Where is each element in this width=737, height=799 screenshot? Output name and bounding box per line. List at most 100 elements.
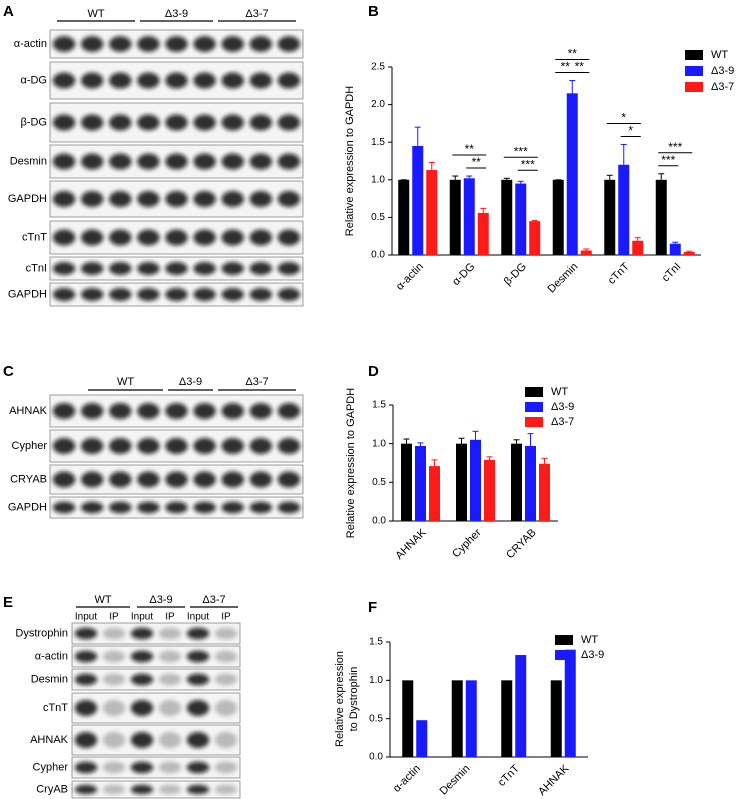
blot-band [74, 627, 98, 640]
blot-band [74, 784, 98, 795]
blot-band [277, 438, 301, 454]
bar [463, 178, 475, 255]
blot-band [109, 153, 132, 170]
blot-band [137, 471, 160, 488]
blot-band [277, 403, 301, 419]
legend-label: Δ3-9 [711, 65, 734, 77]
x-tick-label: AHNAK [393, 526, 429, 562]
bar [564, 649, 576, 757]
bar [415, 445, 426, 521]
bar [511, 443, 522, 521]
blot-band [186, 700, 210, 716]
blot-band [165, 72, 188, 89]
blot-band [249, 403, 273, 419]
blot-band [102, 700, 126, 716]
row-label: CRYAB [10, 473, 47, 485]
group-label: Δ3-7 [245, 8, 268, 20]
significance-label: ** [575, 60, 585, 74]
y-tick-label: 2.5 [371, 62, 385, 73]
blot-band [193, 153, 216, 170]
blot-band [193, 438, 216, 454]
group-label: WT [94, 594, 111, 606]
x-tick-label: cTnI [660, 261, 684, 285]
legend-label: Δ3-7 [711, 81, 734, 93]
bar [412, 145, 424, 255]
blot-band [186, 732, 210, 748]
row-label: Cypher [12, 440, 48, 452]
significance-label: *** [514, 144, 528, 158]
lane-label: Input [75, 612, 97, 623]
significance-label: ** [472, 155, 482, 169]
y-tick-label: 1.0 [372, 438, 386, 449]
blot-band [109, 114, 132, 131]
x-tick-label: α-actin [391, 763, 423, 795]
legend-label: WT [551, 386, 568, 398]
legend-swatch [525, 387, 543, 397]
bar [449, 179, 461, 255]
panel-letter: B [368, 3, 379, 20]
y-tick-label: 1.5 [369, 637, 383, 648]
y-tick-label: 0.0 [371, 250, 385, 261]
group-label: WT [117, 376, 134, 388]
blot-band [102, 732, 126, 748]
blot-band [186, 627, 210, 640]
row-label: α-actin [14, 38, 47, 50]
bar [550, 680, 562, 757]
bar [477, 212, 489, 255]
legend-label: Δ3-7 [551, 416, 574, 428]
y-axis-label: Relative expression to GAPDH [345, 388, 357, 538]
significance-label: ** [465, 142, 475, 156]
legend-swatch [685, 82, 703, 92]
blot-band [221, 191, 244, 207]
significance-label: * [628, 124, 633, 138]
bar [456, 443, 467, 521]
bar [655, 179, 667, 255]
blot-band [80, 191, 104, 207]
blot-band [193, 471, 216, 488]
blot-band [249, 262, 273, 275]
blot-band [158, 673, 182, 686]
row-label: Dystrophin [15, 627, 68, 639]
blot-band [221, 153, 244, 170]
legend-label: Δ3-9 [551, 401, 574, 413]
row-label: GAPDH [8, 501, 47, 513]
blot-band [193, 403, 216, 419]
y-tick-label: 0.5 [369, 713, 383, 724]
blot-band [80, 72, 104, 89]
blot-band [186, 673, 210, 686]
legend-swatch [525, 417, 543, 427]
blot-band [214, 761, 238, 774]
blot-band [158, 784, 182, 795]
blot-band [80, 438, 104, 454]
blot-band [221, 114, 244, 131]
bar [580, 250, 592, 255]
blot-band [109, 72, 132, 89]
legend-swatch [555, 635, 573, 645]
y-tick-label: 0.0 [369, 752, 383, 763]
blot-band [52, 438, 76, 454]
bar [566, 93, 578, 255]
blot-band [158, 700, 182, 716]
blot-band [52, 288, 76, 301]
blot-band [165, 471, 188, 488]
blot-band [221, 403, 244, 419]
blot-band [137, 36, 160, 52]
blot-band [277, 262, 301, 275]
blot-band [193, 229, 216, 246]
bar [552, 179, 564, 255]
significance-label: *** [521, 157, 535, 171]
x-tick-label: CRYAB [504, 527, 539, 562]
blot-band [221, 438, 244, 454]
bar [501, 179, 513, 255]
x-tick-label: α-DG [450, 261, 477, 288]
blot-band [52, 36, 76, 52]
blot-band [74, 761, 98, 774]
bar [515, 183, 527, 255]
blot-band [137, 191, 160, 207]
y-tick-label: 1.0 [371, 174, 385, 185]
panel-letter: D [368, 363, 379, 380]
blot-frame [71, 724, 241, 756]
blot-band [193, 36, 216, 52]
blot-band [137, 153, 160, 170]
